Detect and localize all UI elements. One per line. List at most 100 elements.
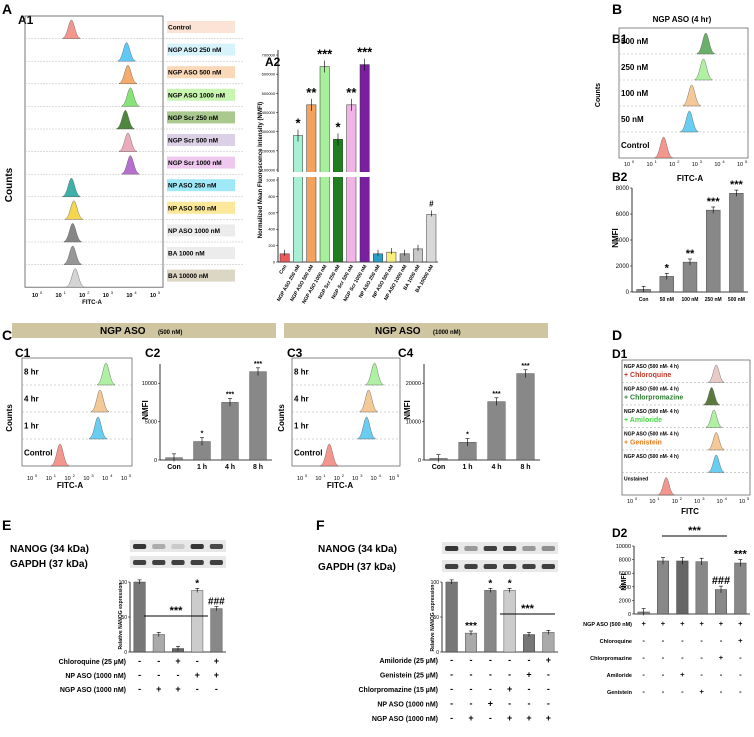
d2conds-sign: -	[739, 670, 742, 679]
fconds-label: Chlorpromazine (15 µM)	[359, 687, 439, 694]
d2conds-sign: -	[662, 687, 665, 696]
fblot-gapdh-band	[483, 564, 497, 569]
a1-legend-swatch	[167, 156, 235, 169]
fblot-gapdh-band	[445, 564, 459, 569]
fconds-sign: +	[507, 684, 512, 694]
a1-ylabel: Counts	[4, 167, 15, 202]
b1-xlabel: FITC-A	[677, 174, 703, 183]
echart-bar	[133, 581, 146, 653]
fchart-bar	[484, 590, 497, 653]
fblot-gapdh-band	[503, 564, 517, 569]
echart-ytick-label: 0	[124, 650, 127, 656]
econds-sign: +	[214, 656, 219, 666]
fblot-nanog-band	[503, 546, 517, 551]
d2conds-sign: -	[681, 636, 684, 645]
d2conds-sign: -	[739, 687, 742, 696]
c1-xtick: 10	[102, 476, 108, 482]
panel-label-c4: C4	[398, 346, 414, 360]
fchart-sig: *	[508, 578, 512, 589]
a2-ytick-label: 200	[268, 243, 275, 248]
a1-xtick: 10	[56, 293, 62, 299]
fblot-gapdh-band	[464, 564, 478, 569]
c2-category: Con	[167, 464, 181, 471]
a1-xlabel: FITC-A	[82, 300, 102, 306]
b1-xtick: 10	[692, 162, 698, 168]
a2-ytick-label: 800	[268, 194, 275, 199]
b2-category: 100 nM	[682, 297, 699, 303]
econds-sign: +	[156, 684, 161, 694]
d1-histogram-stack: NGP ASO (500 nM- 4 h) + Chloroquine NGP AS…	[621, 359, 751, 505]
c1-xtick: 10	[121, 476, 127, 482]
d1-xtick-exp: 5	[747, 496, 750, 501]
d2conds-sign: +	[719, 653, 724, 662]
b2-ytick-label: 2000	[616, 264, 630, 270]
c-header-left: NGP ASO	[100, 326, 146, 337]
d1-row-label: NGP ASO (500 nM- 4 h)	[624, 454, 679, 460]
fconds-sign: +	[507, 713, 512, 723]
c1-xtick: 10	[65, 476, 71, 482]
d2conds-label: Genistein	[607, 690, 633, 696]
a1-legend-swatch	[167, 21, 235, 33]
d2-ytick-label: 2000	[619, 598, 631, 604]
c4-sig: ***	[521, 363, 529, 370]
a1-legend-swatch	[167, 224, 235, 237]
echart-bar	[191, 590, 204, 653]
fconds-sign: -	[547, 684, 550, 694]
d2conds-sign: +	[719, 619, 724, 628]
c1-xtick: 10	[83, 476, 89, 482]
a2-bar	[346, 104, 357, 263]
c2-ytick-label: 10000	[142, 381, 157, 387]
d2conds-label: NGP ASO (500 nM)	[583, 622, 632, 628]
b2-category: 500 nM	[728, 297, 745, 303]
d2conds-sign: -	[662, 653, 665, 662]
a1-xtick: 10	[32, 293, 38, 299]
d1-row-treatment: + Amiloride	[624, 417, 662, 424]
c4-category: 1 h	[462, 464, 472, 471]
d1-xtick-exp: 0	[635, 496, 638, 501]
eblot-nanog-band	[171, 544, 185, 549]
econds-sign: +	[195, 670, 200, 680]
e-blot-gapdh-label: GAPDH (37 kDa)	[10, 559, 88, 570]
eblot-gapdh-band	[209, 560, 223, 565]
a1-peak	[64, 200, 83, 220]
c3-xtick: 10	[297, 476, 303, 482]
econds-sign: -	[138, 670, 141, 680]
echart-bar	[152, 634, 165, 653]
d1-xtick: 10	[672, 499, 678, 505]
a1-legend-label: NGP Scr 1000 nM	[168, 160, 222, 167]
c1-xtick-exp: 0	[35, 473, 38, 478]
a1-legend-swatch	[167, 269, 235, 282]
fconds-sign: -	[450, 699, 453, 709]
c3-xtick-exp: 5	[397, 473, 400, 478]
c3-xtick: 10	[389, 476, 395, 482]
d2conds-sign: -	[720, 670, 723, 679]
f-condition-table: Amiloride (25 µM) - - - - - + Genistein (25 µM)…	[359, 655, 551, 723]
b1-peak	[694, 58, 713, 81]
fblot-nanog-band	[445, 546, 459, 551]
a1-peak	[62, 177, 81, 197]
b1-xtick: 10	[737, 162, 743, 168]
fchart-bar	[503, 590, 516, 653]
b2-ylabel: NMFI	[611, 228, 620, 248]
a2-sig: *	[295, 116, 301, 131]
a2-bar	[293, 135, 303, 263]
c3-xtick: 10	[371, 476, 377, 482]
econds-sign: -	[157, 670, 160, 680]
b1-peak	[654, 136, 673, 159]
e-bracket-label: ***	[170, 605, 184, 617]
a1-legend-label: Control	[168, 25, 191, 32]
d2conds-sign: -	[662, 636, 665, 645]
a2-bar	[359, 64, 370, 263]
d2-ylabel: NMFI	[621, 573, 628, 590]
fconds-sign: +	[546, 655, 551, 665]
b1-row-label: Control	[621, 141, 649, 150]
c3-row-label: 4 hr	[294, 395, 309, 404]
a2-ylabel: Normalized Mean Fluorescence Intensity (…	[258, 102, 264, 238]
c3-xtick-exp: 1	[323, 473, 326, 478]
a1-xtick-exp: 5	[158, 290, 161, 295]
d2conds-sign: -	[642, 636, 645, 645]
f-western-blot	[442, 542, 558, 572]
d2conds-label: Amiloride	[607, 673, 632, 679]
a1-legend-label: NGP ASO 1000 nM	[168, 92, 225, 99]
